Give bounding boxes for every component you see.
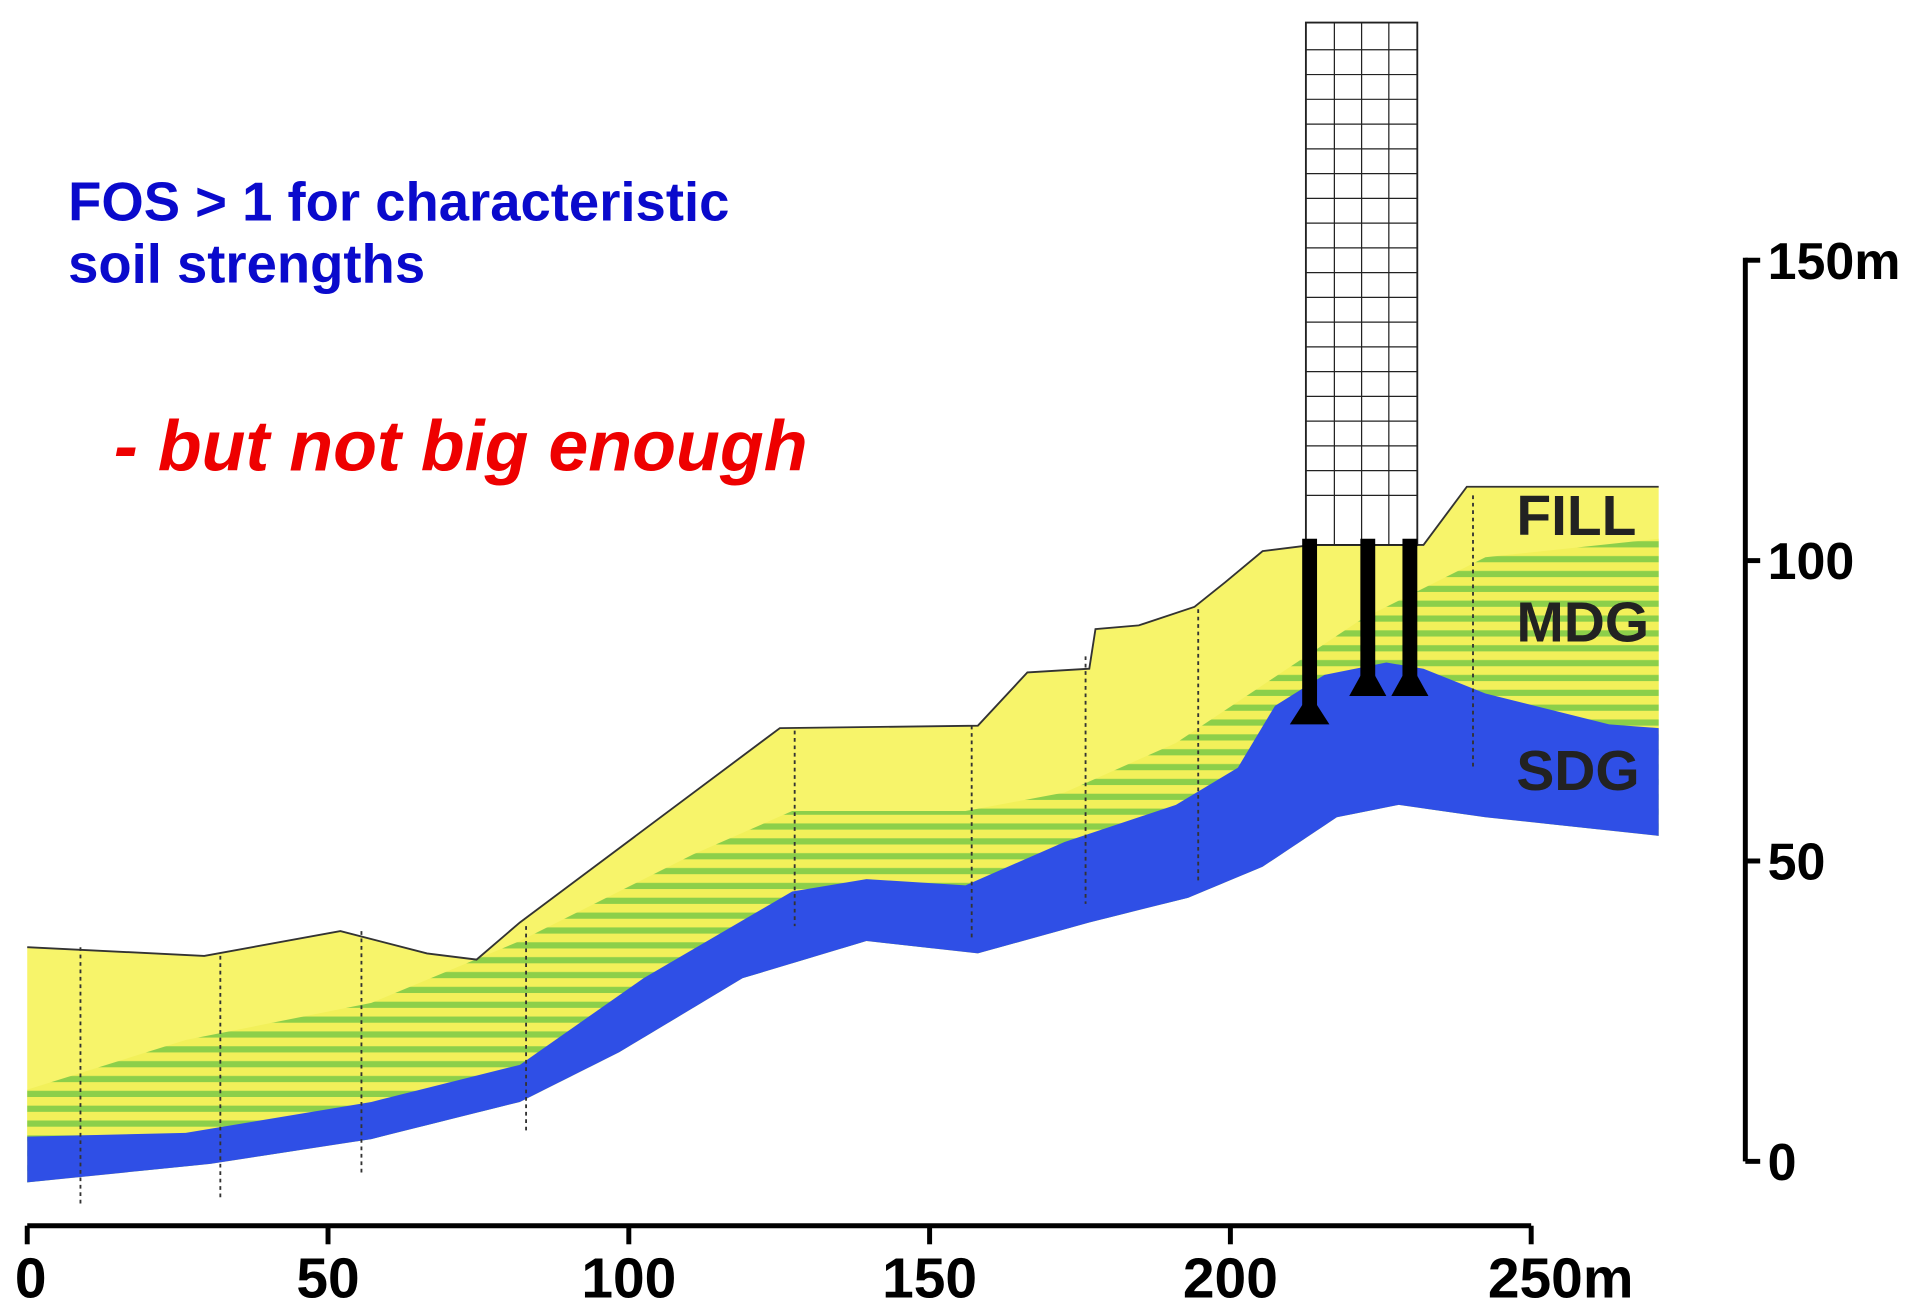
layer-label: FILL <box>1516 484 1636 548</box>
caveat: - but not big enough <box>114 407 808 487</box>
x-tick-label: 100 <box>581 1247 676 1304</box>
layer-label: SDG <box>1516 739 1639 803</box>
fos-note-1: FOS > 1 for characteristic <box>68 172 729 233</box>
y-tick-label: 150m <box>1768 233 1901 291</box>
y-tick-label: 50 <box>1768 834 1826 892</box>
mdg-layer <box>27 538 1659 1183</box>
x-tick-label: 50 <box>296 1247 359 1304</box>
x-tick-label: 0 <box>15 1247 47 1304</box>
layer-label: MDG <box>1516 590 1649 654</box>
piles <box>1289 538 1429 725</box>
x-tick-label: 150 <box>882 1247 977 1304</box>
y-tick-label: 100 <box>1768 533 1855 591</box>
x-tick-label: 200 <box>1183 1247 1278 1304</box>
x-tick-label: 250m <box>1488 1247 1634 1304</box>
sdg-layer <box>27 662 1659 1183</box>
building <box>1304 21 1419 546</box>
fos-note-2: soil strengths <box>68 234 425 295</box>
y-tick-label: 0 <box>1768 1134 1797 1192</box>
